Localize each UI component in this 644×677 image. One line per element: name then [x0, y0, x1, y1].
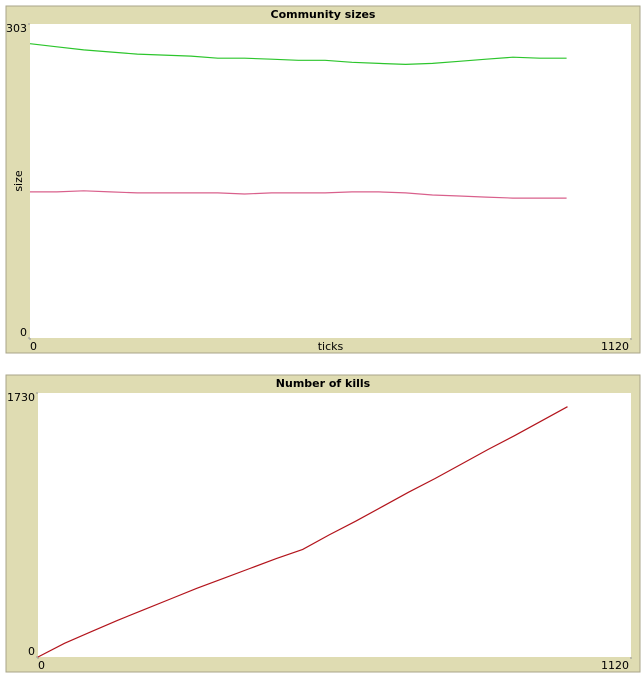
plot-area [30, 24, 631, 338]
plot-area [38, 393, 631, 657]
series-line [30, 190, 567, 199]
x-tick-label: 1120 [601, 340, 629, 353]
y-tick-label: 0 [20, 326, 27, 339]
x-tick-label: 0 [38, 659, 45, 672]
y-axis-label: size [12, 170, 25, 192]
x-tick-label: 0 [30, 340, 37, 353]
series-line [37, 406, 568, 658]
x-axis-label: ticks [318, 340, 344, 353]
series-line [29, 43, 567, 66]
y-tick-label: 303 [6, 22, 27, 35]
chart-title: Number of kills [276, 377, 371, 390]
x-tick-label: 1120 [601, 659, 629, 672]
y-tick-label: 0 [28, 645, 35, 658]
chart-title: Community sizes [271, 8, 376, 21]
y-tick-label: 1730 [7, 391, 35, 404]
